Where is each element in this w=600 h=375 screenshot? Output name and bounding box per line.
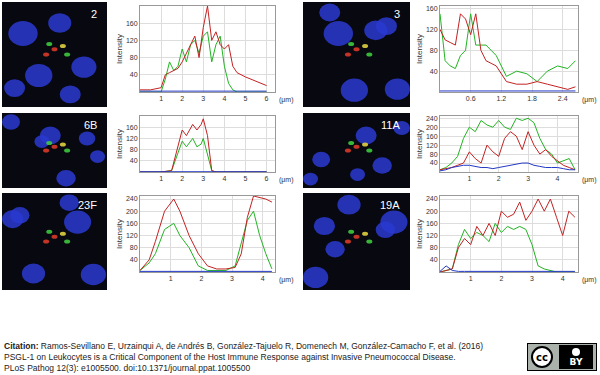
svg-text:200: 200 — [426, 124, 438, 131]
svg-text:40: 40 — [130, 71, 138, 78]
svg-text:Intensity: Intensity — [115, 34, 124, 64]
svg-text:Intensity: Intensity — [415, 129, 424, 159]
svg-text:120: 120 — [426, 142, 438, 149]
svg-text:40: 40 — [130, 256, 138, 263]
svg-text:(μm): (μm) — [582, 276, 597, 284]
svg-text:80: 80 — [130, 146, 138, 153]
svg-text:(μm): (μm) — [582, 96, 597, 104]
svg-text:80: 80 — [430, 151, 438, 158]
svg-text:160: 160 — [426, 133, 438, 140]
svg-text:1.2: 1.2 — [496, 95, 506, 102]
svg-text:4: 4 — [222, 175, 226, 182]
svg-text:(μm): (μm) — [279, 276, 294, 284]
svg-text:160: 160 — [426, 5, 438, 12]
svg-text:6: 6 — [265, 175, 269, 182]
svg-text:1: 1 — [159, 175, 163, 182]
svg-text:Intensity: Intensity — [415, 219, 424, 249]
svg-text:Intensity: Intensity — [115, 219, 124, 249]
svg-text:2: 2 — [499, 275, 503, 282]
svg-text:120: 120 — [426, 26, 438, 33]
svg-text:80: 80 — [430, 47, 438, 54]
svg-text:40: 40 — [130, 157, 138, 164]
svg-text:6: 6 — [265, 95, 269, 102]
svg-text:5: 5 — [244, 175, 248, 182]
svg-text:160: 160 — [426, 220, 438, 227]
svg-text:160: 160 — [126, 124, 138, 131]
svg-text:40: 40 — [430, 159, 438, 166]
svg-text:1.8: 1.8 — [527, 95, 537, 102]
svg-text:120: 120 — [126, 135, 138, 142]
svg-text:4: 4 — [555, 175, 559, 182]
svg-text:2: 2 — [180, 95, 184, 102]
svg-text:200: 200 — [426, 208, 438, 215]
svg-text:80: 80 — [430, 244, 438, 251]
svg-text:3: 3 — [201, 95, 205, 102]
html-text:PSGL-1 on Leukocytes is a Crit: PSGL-1 on Leukocytes is a Critical Compo… — [4, 352, 456, 362]
svg-text:240: 240 — [126, 195, 138, 202]
svg-text:3: 3 — [230, 275, 234, 282]
svg-text:1: 1 — [467, 175, 471, 182]
svg-text:Intensity: Intensity — [115, 129, 124, 159]
html-text:BY: BY — [569, 356, 583, 367]
svg-text:2: 2 — [497, 175, 501, 182]
svg-text:6B: 6B — [84, 119, 97, 131]
svg-text:120: 120 — [126, 232, 138, 239]
svg-text:2: 2 — [199, 275, 203, 282]
svg-text:120: 120 — [426, 232, 438, 239]
html-text:PLoS Pathog 12(3): e1005500. d: PLoS Pathog 12(3): e1005500. doi:10.1371… — [4, 363, 251, 373]
svg-text:3: 3 — [201, 175, 205, 182]
svg-text:1: 1 — [159, 95, 163, 102]
svg-text:1: 1 — [169, 275, 173, 282]
svg-text:(μm): (μm) — [582, 176, 597, 184]
svg-text:240: 240 — [426, 115, 438, 122]
svg-text:2.4: 2.4 — [558, 95, 568, 102]
svg-text:240: 240 — [426, 195, 438, 202]
svg-text:3: 3 — [526, 175, 530, 182]
svg-text:4: 4 — [222, 95, 226, 102]
svg-text:4: 4 — [261, 275, 265, 282]
svg-text:3: 3 — [394, 8, 400, 20]
svg-text:5: 5 — [244, 95, 248, 102]
svg-text:0.6: 0.6 — [466, 95, 476, 102]
svg-text:2: 2 — [180, 175, 184, 182]
html-text:Citation: Ramos-Sevillano E, U: Citation: Ramos-Sevillano E, Urzainqui A… — [4, 341, 483, 351]
svg-text:1: 1 — [469, 275, 473, 282]
svg-text:120: 120 — [126, 37, 138, 44]
svg-text:200: 200 — [126, 208, 138, 215]
svg-text:40: 40 — [430, 256, 438, 263]
html-text:cc: cc — [536, 351, 548, 363]
svg-text:Intensity: Intensity — [415, 34, 424, 64]
svg-text:80: 80 — [130, 54, 138, 61]
svg-text:2: 2 — [91, 8, 97, 20]
svg-text:80: 80 — [130, 244, 138, 251]
svg-text:3: 3 — [530, 275, 534, 282]
svg-text:40: 40 — [430, 68, 438, 75]
svg-text:160: 160 — [126, 20, 138, 27]
svg-text:19A: 19A — [380, 199, 400, 211]
svg-text:4: 4 — [561, 275, 565, 282]
svg-text:(μm): (μm) — [279, 176, 294, 184]
svg-text:(μm): (μm) — [279, 96, 294, 104]
svg-text:23F: 23F — [78, 199, 97, 211]
svg-text:160: 160 — [126, 220, 138, 227]
svg-text:11A: 11A — [381, 119, 400, 131]
